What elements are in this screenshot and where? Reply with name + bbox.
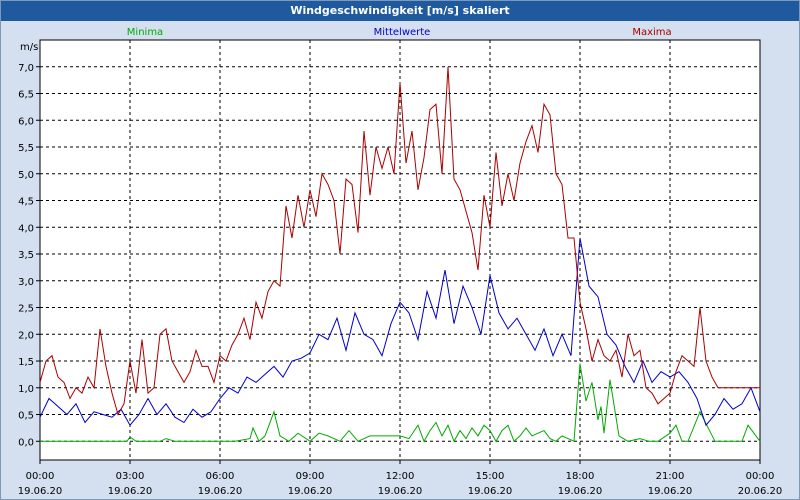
y-tick-label: 3,5 [18,250,34,261]
grid [40,40,760,460]
x-tick-time: 21:00 [656,471,685,482]
x-tick-date: 20.06.20 [738,486,783,497]
series-group [39,66,761,443]
x-tick-time: 12:00 [386,471,415,482]
x-axis: 00:00 19.06.20 03:00 19.06.20 06:00 19.06.20 0… [18,460,783,497]
x-tick-date: 19.06.20 [18,486,63,497]
y-tick-label: 4,0 [18,223,34,234]
legend-maxima: Maxima [632,27,671,38]
x-tick-time: 18:00 [566,471,595,482]
x-tick-date: 19.06.20 [288,486,333,497]
y-axis-label: m/s [20,42,38,53]
y-tick-label: 2,0 [18,330,34,341]
y-tick-label: 0,5 [18,411,34,422]
y-tick-label: 5,5 [18,143,34,154]
legend: Minima Mittelwerte Maxima [127,27,672,38]
series-line-minima [40,363,761,443]
x-tick-date: 19.06.20 [468,486,513,497]
x-tick-time: 15:00 [476,471,505,482]
y-tick-label: 5,0 [18,170,34,181]
x-tick-date: 19.06.20 [198,486,243,497]
x-tick-date: 19.06.20 [108,486,153,497]
chart-title: Windgeschwindigkeit [m/s] skaliert [1,1,799,21]
y-axis: 0,0 0,5 1,0 1,5 2,0 2,5 3,0 3,5 4,0 4,5 5,0 5,5 6,0 6… [18,63,40,448]
y-tick-label: 6,0 [18,116,34,127]
x-tick-time: 00:00 [746,471,775,482]
series-line-maxima [39,66,760,416]
x-tick-time: 00:00 [26,471,55,482]
legend-mittelwerte: Mittelwerte [374,27,431,38]
y-tick-label: 0,0 [18,437,34,448]
x-tick-date: 19.06.20 [558,486,603,497]
x-tick-time: 06:00 [206,471,235,482]
x-tick-date: 19.06.20 [378,486,423,497]
y-tick-label: 1,5 [18,357,34,368]
x-tick-time: 03:00 [116,471,145,482]
y-tick-label: 7,0 [18,63,34,74]
legend-minima: Minima [127,27,163,38]
x-tick-date: 19.06.20 [648,486,693,497]
series-line-mittelwerte [39,237,761,427]
y-tick-label: 2,5 [18,304,34,315]
y-tick-label: 4,5 [18,197,34,208]
y-tick-label: 3,0 [18,277,34,288]
x-tick-time: 09:00 [296,471,325,482]
y-tick-label: 1,0 [18,384,34,395]
y-tick-label: 6,5 [18,90,34,101]
